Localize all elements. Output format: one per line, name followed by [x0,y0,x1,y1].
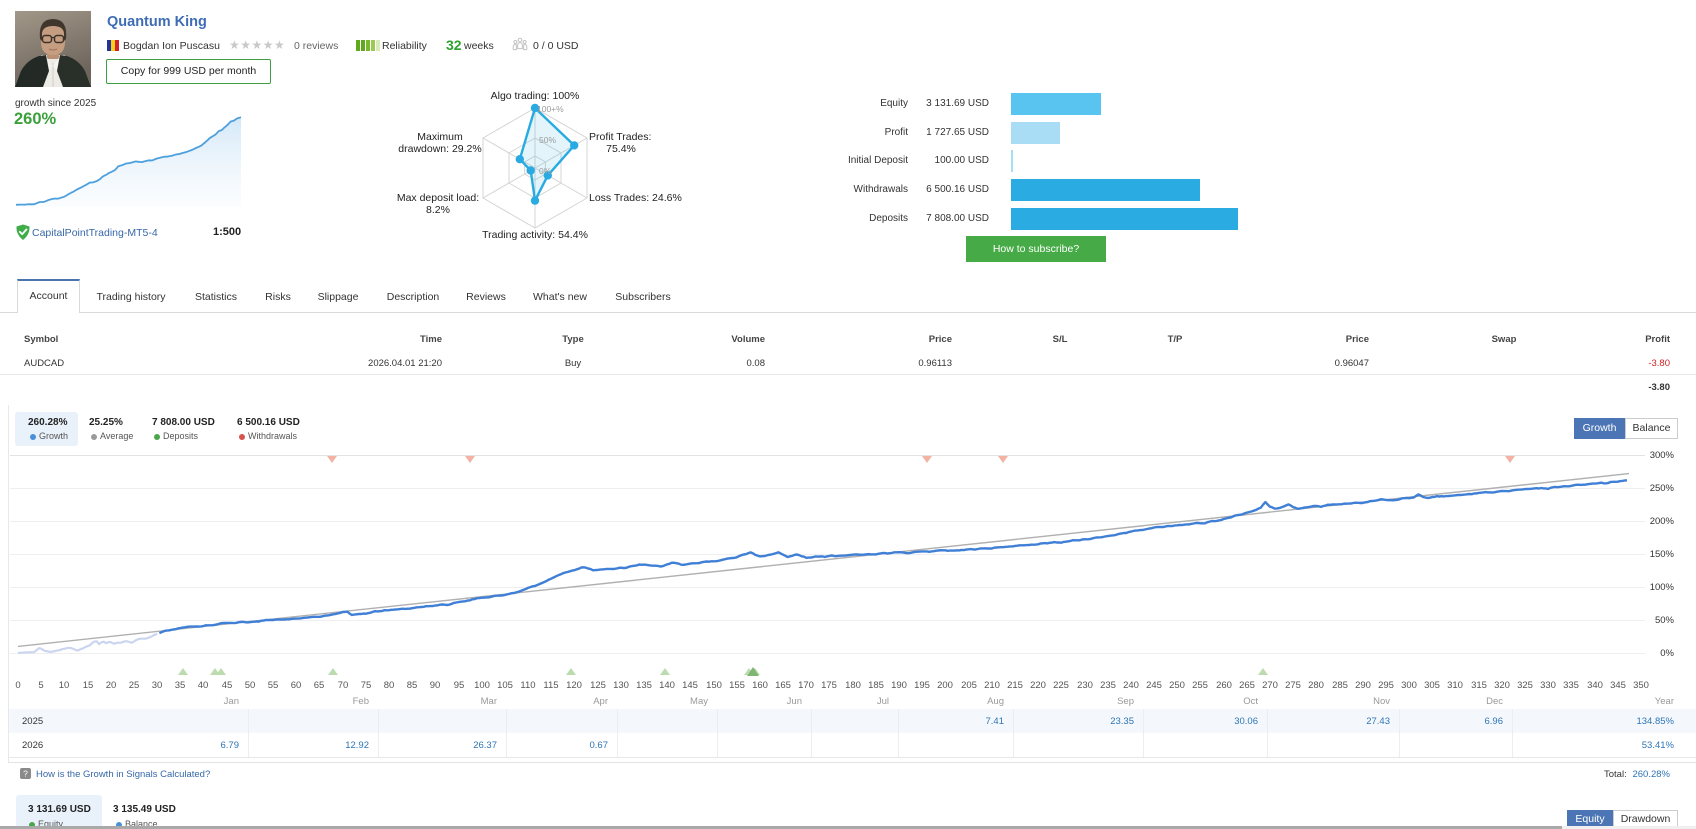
svg-text:?: ? [23,769,28,779]
